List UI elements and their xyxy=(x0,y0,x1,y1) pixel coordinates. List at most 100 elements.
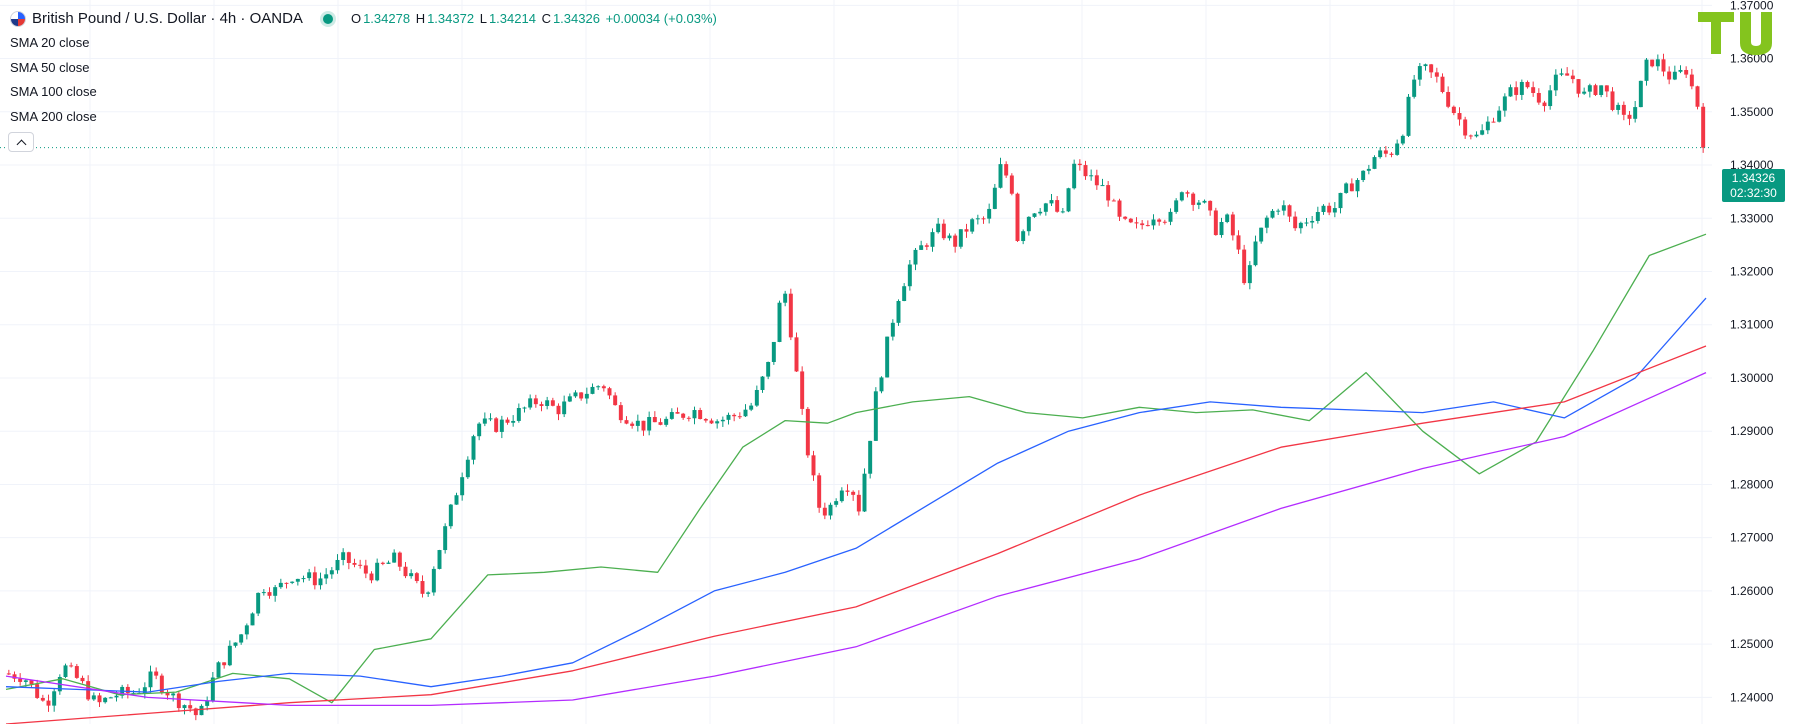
last-price-tag: 1.34326 02:32:30 xyxy=(1722,169,1785,202)
candle-body xyxy=(1344,183,1349,193)
candle-body xyxy=(1145,225,1150,227)
price-tick-label: 1.29000 xyxy=(1730,424,1774,438)
candle-body xyxy=(1423,64,1428,67)
price-tick-label: 1.26000 xyxy=(1730,584,1774,598)
candle-body xyxy=(244,625,249,635)
candle-body xyxy=(805,408,810,456)
candle-body xyxy=(1168,211,1173,222)
candle-body xyxy=(1616,104,1621,110)
low-value: 1.34214 xyxy=(488,11,536,26)
candle-body xyxy=(669,412,674,419)
candle-body xyxy=(499,419,504,432)
candle-body xyxy=(188,705,193,709)
candle-body xyxy=(1593,85,1598,95)
sma-20-line xyxy=(5,233,1707,704)
candle-body xyxy=(1259,227,1264,242)
tradingview-logo-icon xyxy=(1698,12,1772,55)
price-tick-label: 1.31000 xyxy=(1730,318,1774,332)
candle-body xyxy=(301,578,306,580)
market-status-icon[interactable] xyxy=(322,13,333,24)
candle-body xyxy=(494,418,499,432)
candle-body xyxy=(52,691,57,706)
candle-body xyxy=(573,392,578,397)
price-axis: 1.24000 1.25000 1.26000 1.27000 1.28000 1.290… xyxy=(1730,0,1774,704)
candle-body xyxy=(346,552,351,563)
candle-body xyxy=(443,526,448,551)
candle-body xyxy=(817,475,822,508)
candle-body xyxy=(1650,59,1655,67)
candle-body xyxy=(1372,157,1377,169)
candle-body xyxy=(1395,143,1400,155)
candle-body xyxy=(1429,64,1434,73)
candle-body xyxy=(1196,202,1201,205)
candle-body xyxy=(205,701,210,706)
candle-body xyxy=(1162,221,1167,223)
candle-body xyxy=(103,697,108,703)
candle-body xyxy=(454,495,459,505)
last-price-label: 1.34326 xyxy=(1731,171,1776,185)
candle-body xyxy=(1327,205,1332,213)
candle-body xyxy=(964,229,969,232)
candle-body xyxy=(777,302,782,342)
candle-body xyxy=(69,665,74,667)
candle-body xyxy=(1208,200,1213,211)
candle-body xyxy=(312,572,317,586)
high-value: 1.34372 xyxy=(427,11,475,26)
price-tick-label: 1.36000 xyxy=(1730,52,1774,66)
ohlc-values: O 1.34278 H 1.34372 L 1.34214 C 1.34326 +0.0… xyxy=(351,11,719,26)
candle-body xyxy=(913,249,918,265)
candle-body xyxy=(1525,81,1530,88)
candle-body xyxy=(550,400,555,406)
candle-body xyxy=(420,581,425,594)
price-tick-label: 1.30000 xyxy=(1730,371,1774,385)
candle-body xyxy=(74,666,79,678)
symbol-title[interactable]: British Pound / U.S. Dollar · 4h · OANDA xyxy=(32,10,303,27)
candle-body xyxy=(562,401,567,415)
candle-body xyxy=(1321,205,1326,213)
candle-body xyxy=(1553,74,1558,91)
candle-body xyxy=(409,573,414,577)
candle-body xyxy=(720,419,725,422)
candle-body xyxy=(675,412,680,414)
candle-body xyxy=(1633,107,1638,119)
candle-body xyxy=(239,634,244,643)
candle-body xyxy=(953,235,958,247)
indicator-sma-50[interactable]: SMA 50 close xyxy=(10,59,90,75)
candle-body xyxy=(590,386,595,394)
indicator-sma-200[interactable]: SMA 200 close xyxy=(10,108,97,124)
indicator-sma-100[interactable]: SMA 100 close xyxy=(10,84,97,99)
candle-body xyxy=(1117,200,1122,217)
indicator-sma-20[interactable]: SMA 20 close xyxy=(10,35,90,50)
candle-body xyxy=(533,398,538,405)
candle-body xyxy=(1638,80,1643,108)
candle-body xyxy=(159,675,164,693)
price-tick-label: 1.34000 xyxy=(1730,158,1774,172)
price-tick-label: 1.24000 xyxy=(1730,690,1774,704)
candle-body xyxy=(295,578,300,582)
candle-body xyxy=(1667,71,1672,80)
candle-body xyxy=(624,420,629,424)
candle-body xyxy=(1304,222,1309,224)
candle-body xyxy=(1100,185,1105,187)
candle-body xyxy=(737,416,742,418)
symbol-row[interactable]: British Pound / U.S. Dollar · 4h · OANDA… xyxy=(10,10,719,27)
candle-body xyxy=(46,700,51,706)
candle-body xyxy=(1582,91,1587,94)
candle-body xyxy=(273,587,278,596)
candle-body xyxy=(154,671,159,676)
candle-body xyxy=(414,573,419,582)
candle-body xyxy=(437,550,442,569)
collapse-legend-button[interactable] xyxy=(8,132,34,152)
candle-body xyxy=(1514,87,1519,95)
candle-body xyxy=(1434,72,1439,77)
candle-body xyxy=(1366,168,1371,171)
candle-body xyxy=(227,645,232,666)
candle-body xyxy=(182,705,187,709)
candle-body xyxy=(199,705,204,716)
candle-body xyxy=(1140,223,1145,226)
candle-body xyxy=(1276,210,1281,212)
candle-body xyxy=(329,570,334,575)
candle-body xyxy=(613,395,618,406)
